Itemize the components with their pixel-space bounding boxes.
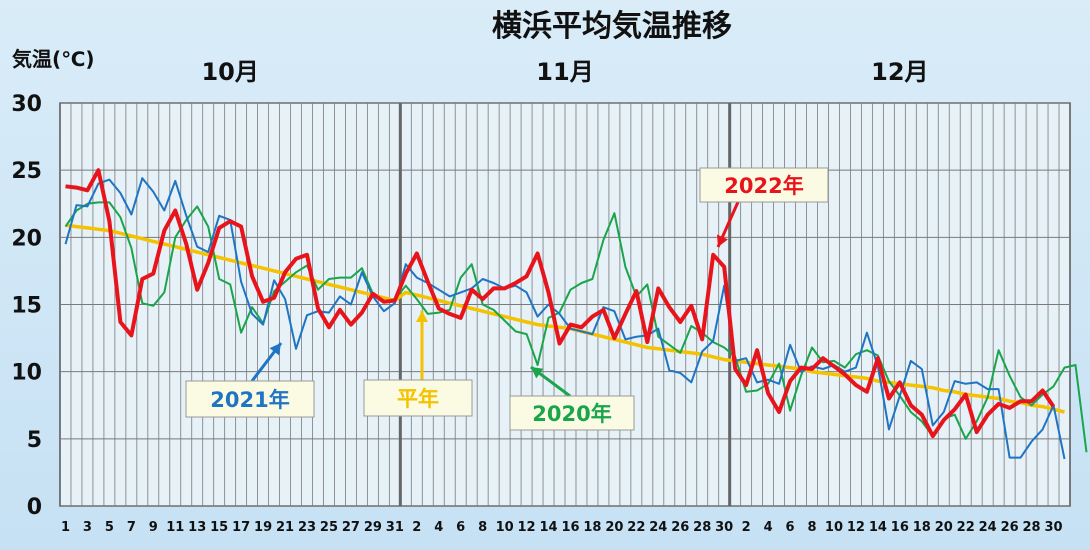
- x-tick-label: 22: [957, 520, 975, 535]
- x-tick-label: 4: [434, 520, 443, 535]
- x-tick-label: 11: [166, 520, 184, 535]
- callout-box: [363, 379, 473, 417]
- callout-arrowhead: [716, 234, 728, 247]
- callout-arrowhead: [531, 367, 544, 379]
- y-axis-label: 気温(℃): [12, 47, 95, 71]
- y-tick-label: 0: [27, 495, 42, 520]
- x-tick-label: 5: [105, 520, 114, 535]
- callout-arrowhead: [269, 343, 281, 356]
- x-tick-label: 30: [715, 520, 733, 535]
- y-tick-label: 25: [11, 159, 42, 184]
- y-tick-label: 20: [11, 226, 42, 251]
- x-tick-label: 4: [764, 520, 773, 535]
- x-tick-label: 19: [254, 520, 272, 535]
- x-tick-label: 23: [298, 520, 316, 535]
- x-tick-label: 9: [149, 520, 158, 535]
- x-tick-label: 27: [342, 520, 360, 535]
- x-tick-label: 20: [935, 520, 953, 535]
- x-tick-label: 31: [386, 520, 404, 535]
- x-tick-label: 10: [825, 520, 843, 535]
- month-label: 10月: [201, 58, 258, 86]
- y-tick-label: 10: [11, 361, 42, 386]
- series-line-2022年: [65, 168, 1056, 439]
- month-label: 11月: [536, 58, 593, 86]
- series-line-2021年: [64, 177, 1066, 460]
- callout-box: [509, 395, 635, 431]
- x-tick-label: 18: [583, 520, 601, 535]
- x-tick-label: 22: [627, 520, 645, 535]
- x-tick-label: 28: [1023, 520, 1041, 535]
- callout-label: 2021年: [210, 388, 289, 412]
- series-line-2020年: [64, 201, 1088, 453]
- x-tick-label: 30: [1044, 520, 1062, 535]
- callout-label: 平年: [397, 387, 439, 411]
- x-tick-label: 14: [539, 520, 557, 535]
- x-tick-label: 6: [456, 520, 465, 535]
- x-tick-label: 1: [61, 520, 70, 535]
- callout-label: 2020年: [532, 402, 611, 426]
- callout-label: 2022年: [724, 174, 803, 198]
- x-tick-label: 7: [127, 520, 136, 535]
- x-tick-label: 20: [605, 520, 623, 535]
- x-tick-label: 8: [807, 520, 816, 535]
- x-tick-label: 13: [188, 520, 206, 535]
- x-tick-label: 6: [786, 520, 795, 535]
- x-tick-label: 24: [649, 520, 667, 535]
- callout-arrowhead: [416, 311, 428, 322]
- x-tick-label: 17: [232, 520, 250, 535]
- x-tick-label: 8: [478, 520, 487, 535]
- x-tick-label: 12: [847, 520, 865, 535]
- y-tick-label: 15: [11, 294, 42, 319]
- callout-box: [699, 167, 829, 203]
- x-tick-label: 25: [320, 520, 338, 535]
- x-tick-label: 26: [671, 520, 689, 535]
- x-tick-label: 12: [518, 520, 536, 535]
- x-tick-label: 28: [693, 520, 711, 535]
- chart-title: 横浜平均気温推移: [492, 9, 732, 44]
- x-tick-label: 14: [869, 520, 887, 535]
- x-tick-label: 24: [979, 520, 997, 535]
- callout-box: [185, 380, 315, 418]
- y-tick-label: 30: [11, 92, 42, 117]
- month-label: 12月: [871, 58, 928, 86]
- x-tick-label: 10: [496, 520, 514, 535]
- x-tick-label: 16: [891, 520, 909, 535]
- x-tick-label: 16: [561, 520, 579, 535]
- x-tick-label: 18: [913, 520, 931, 535]
- x-tick-label: 21: [276, 520, 294, 535]
- x-tick-label: 26: [1001, 520, 1019, 535]
- x-tick-label: 2: [742, 520, 751, 535]
- x-tick-label: 3: [83, 520, 92, 535]
- y-tick-label: 5: [27, 428, 42, 453]
- x-tick-label: 2: [412, 520, 421, 535]
- x-tick-label: 29: [364, 520, 382, 535]
- x-tick-label: 15: [210, 520, 228, 535]
